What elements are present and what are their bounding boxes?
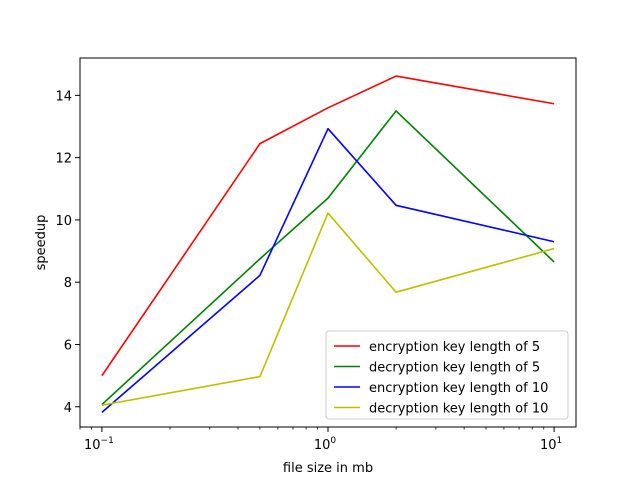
legend: encryption key length of 5 decryption key… xyxy=(325,330,569,420)
plot-lines xyxy=(101,75,555,413)
x-tick-label: 101 xyxy=(540,436,562,453)
legend-label: encryption key length of 5 xyxy=(369,340,540,355)
x-axis-ticks: 10−1 100 101 xyxy=(79,427,562,453)
x-tick-label: 100 xyxy=(314,436,337,453)
legend-label: encryption key length of 10 xyxy=(369,381,548,396)
x-tick-label: 10−1 xyxy=(84,436,114,453)
y-tick-label: 14 xyxy=(55,89,72,104)
series-line-2 xyxy=(101,110,555,406)
y-tick-label: 12 xyxy=(55,152,72,167)
y-axis-label: speedup xyxy=(34,215,49,271)
legend-box xyxy=(325,330,569,420)
y-tick-label: 8 xyxy=(64,276,72,291)
series-line-3 xyxy=(101,127,555,413)
series-line-4 xyxy=(101,212,555,406)
legend-label: decryption key length of 5 xyxy=(369,361,540,376)
x-axis-label: file size in mb xyxy=(283,461,373,476)
y-tick-label: 6 xyxy=(64,338,72,353)
y-axis-ticks: 4 6 8 10 12 14 xyxy=(55,89,80,416)
y-tick-label: 10 xyxy=(55,214,72,229)
series-line-1 xyxy=(101,75,555,377)
legend-label: decryption key length of 10 xyxy=(369,402,548,417)
y-tick-label: 4 xyxy=(64,401,72,416)
